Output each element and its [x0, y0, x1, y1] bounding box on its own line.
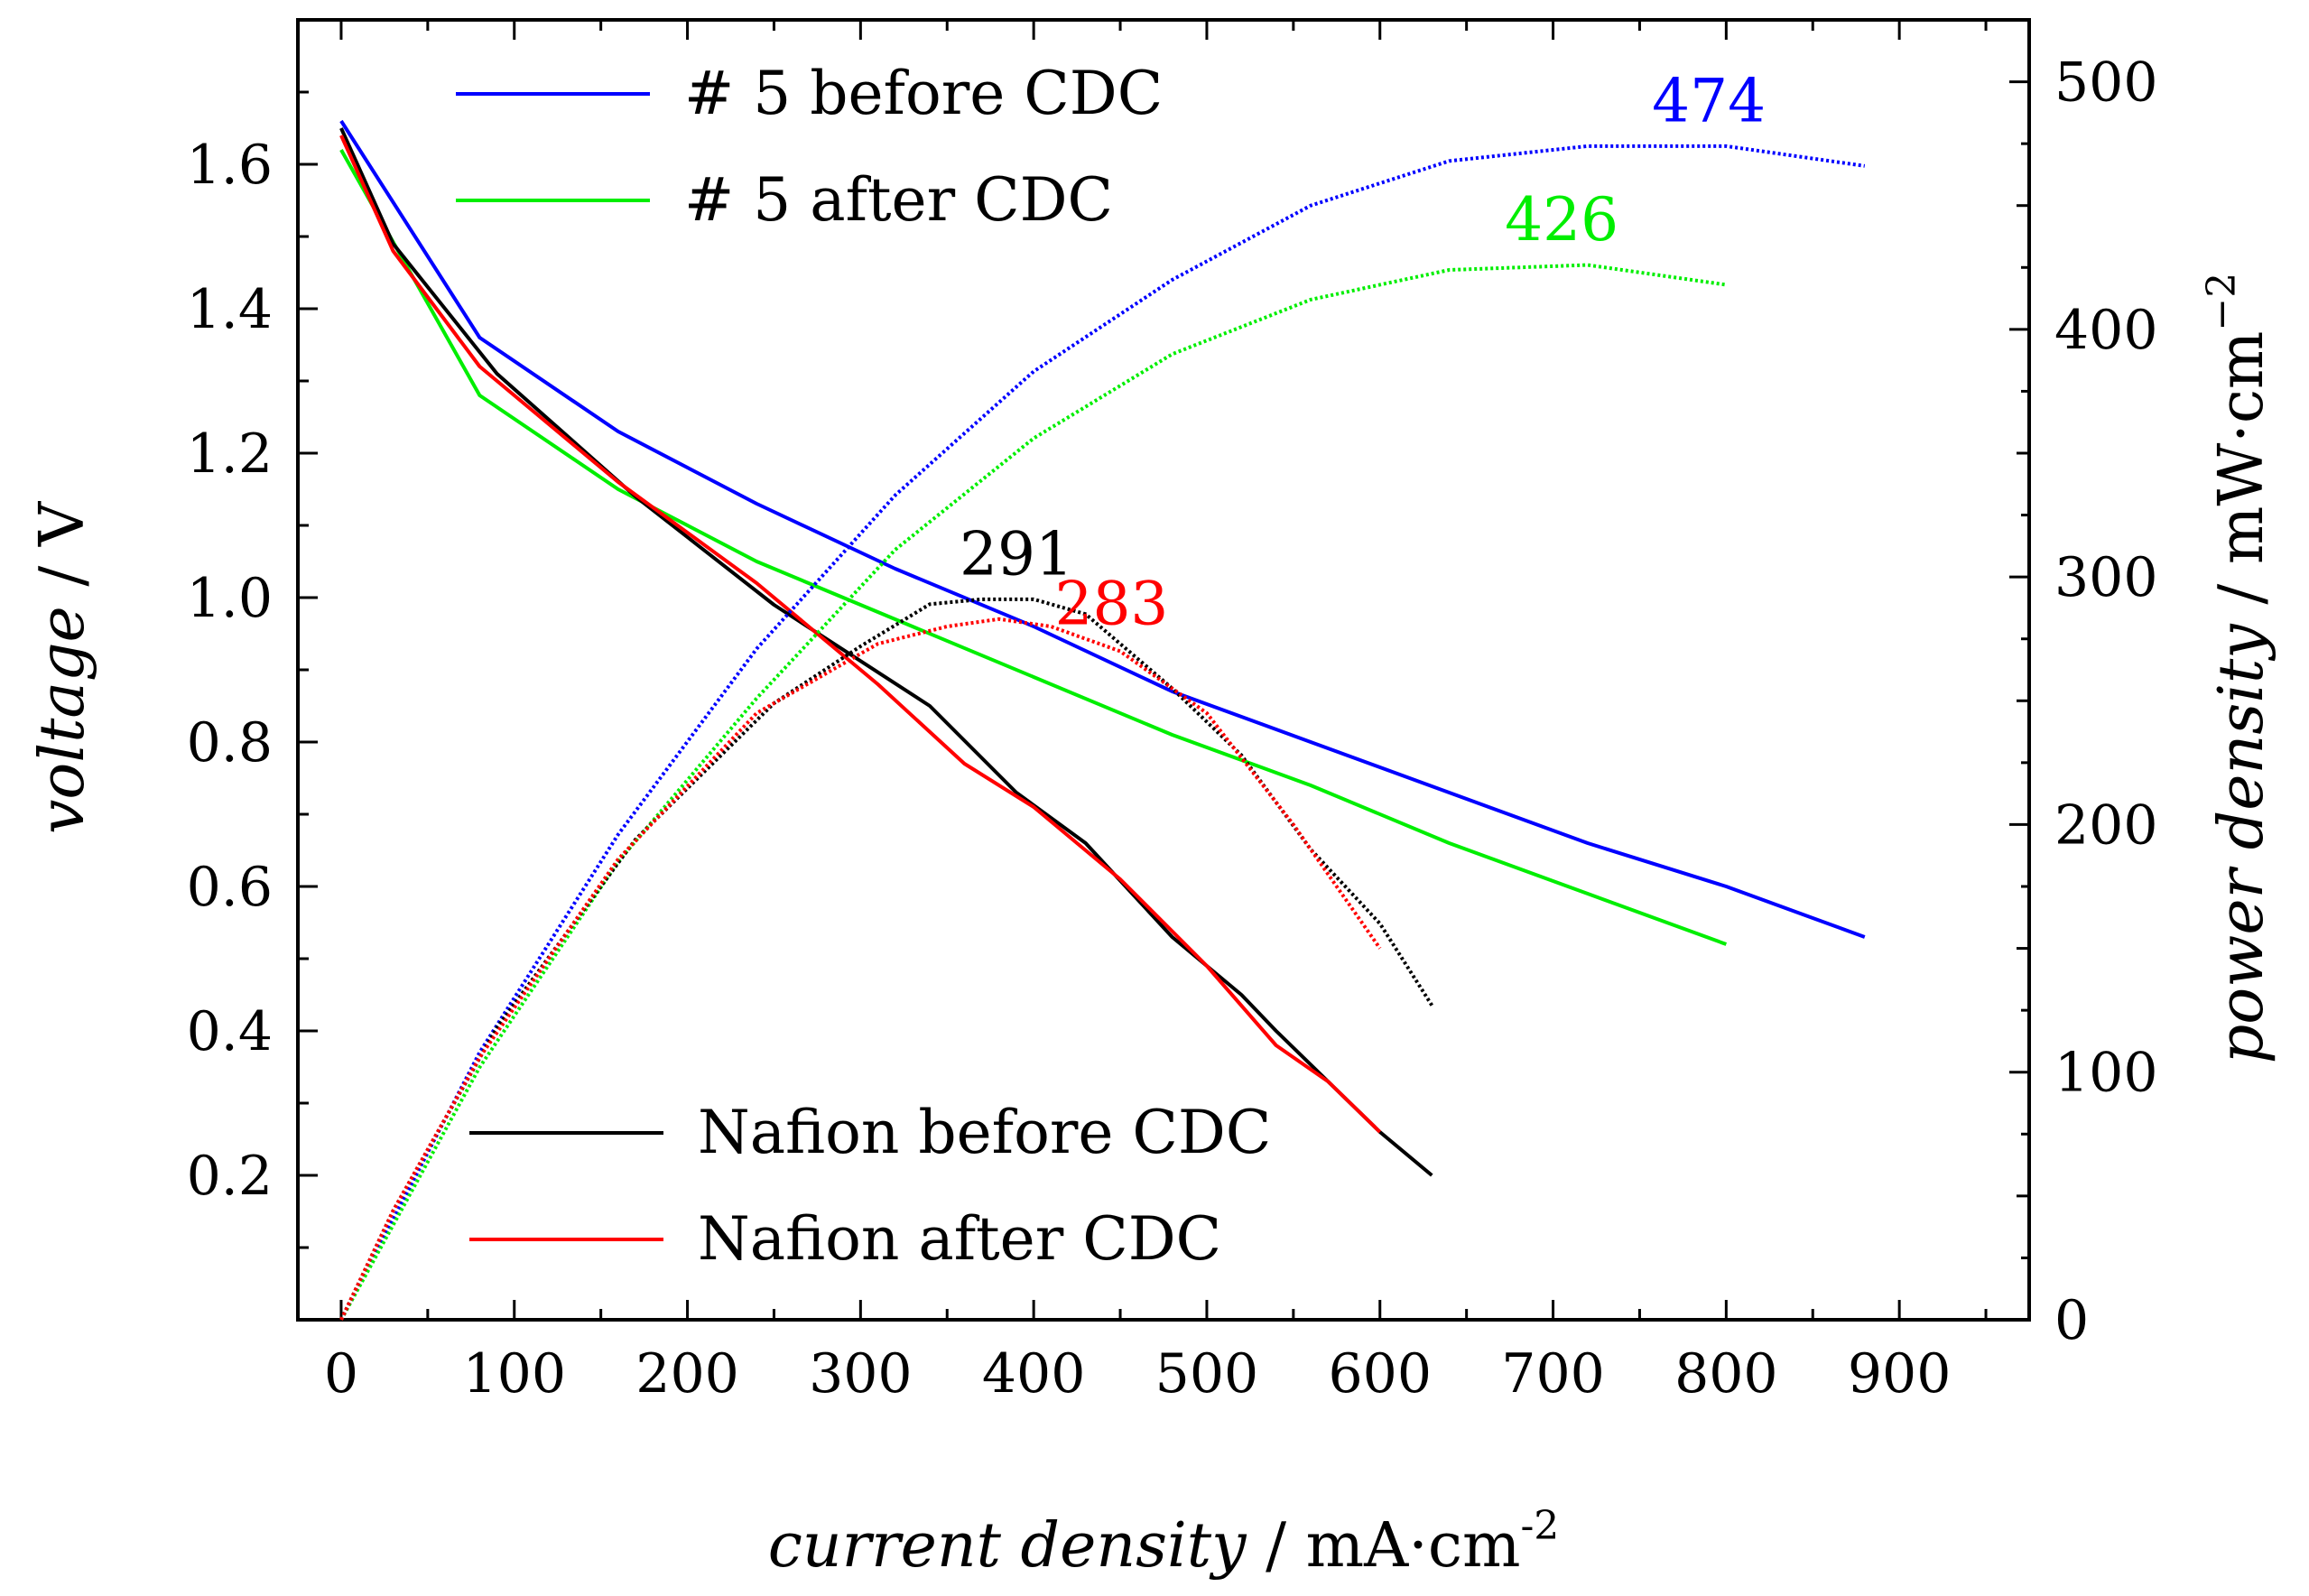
y-left-axis-ticks: 0.2 0.4 0.6 0.8 1.0 1.2 1.4 1.6: [187, 90, 318, 1249]
y-left-tick-label: 0.6: [187, 856, 273, 919]
peak-value-label: 474: [1652, 66, 1766, 135]
legend-label: Nafion after CDC: [698, 1204, 1221, 1274]
y-left-tick-label: 1.2: [187, 422, 273, 486]
x-tick-label: 200: [635, 1342, 739, 1406]
legends: # 5 before CDC # 5 after CDC Nafion before…: [456, 59, 1271, 1274]
power-density-curve: [339, 617, 1382, 1321]
y-left-axis-title-unit: / V: [27, 500, 98, 606]
y-right-axis-ticks: 0 100 200 300 400 500: [2009, 51, 2158, 1352]
x-tick-label: 800: [1674, 1342, 1778, 1406]
y-right-tick-label: 200: [2054, 793, 2158, 857]
x-axis-title-main: current density: [768, 1510, 1247, 1582]
polarization-curve: [339, 127, 1433, 1177]
y-right-axis-title-unit: / mW·cm: [2206, 331, 2277, 625]
x-axis-ticks: 0 100 200 300 400 500 600 700 800 900: [324, 20, 1988, 1406]
y-right-axis-title-main: power density: [2206, 623, 2277, 1064]
x-axis-title-exponent: -2: [1520, 1503, 1559, 1549]
peak-value-label: 283: [1054, 569, 1168, 638]
y-right-axis-title: power density / mW·cm−2: [2199, 273, 2277, 1064]
x-axis-title-unit: / mA·cm: [1247, 1510, 1521, 1582]
y-right-axis-title-exponent: −2: [2199, 273, 2245, 331]
x-tick-label: 0: [324, 1342, 358, 1406]
y-left-tick-label: 0.8: [187, 711, 273, 775]
x-tick-label: 500: [1155, 1342, 1259, 1406]
legend-label: # 5 after CDC: [684, 165, 1113, 235]
x-tick-label: 100: [462, 1342, 566, 1406]
x-tick-label: 300: [809, 1342, 913, 1406]
y-right-tick-label: 100: [2054, 1042, 2158, 1105]
y-right-tick-label: 0: [2054, 1289, 2089, 1352]
y-right-tick-label: 400: [2054, 299, 2158, 362]
peak-value-label: 426: [1505, 185, 1618, 255]
x-axis-title: current density / mA·cm-2: [768, 1503, 1560, 1582]
y-left-tick-label: 1.0: [187, 567, 273, 630]
polarization-curve: [339, 149, 1728, 946]
legend-label: Nafion before CDC: [698, 1098, 1271, 1167]
x-tick-label: 900: [1848, 1342, 1952, 1406]
series-layer: [339, 119, 1866, 1321]
y-left-tick-label: 1.6: [187, 134, 273, 197]
y-right-tick-label: 500: [2054, 51, 2158, 115]
x-tick-label: 600: [1328, 1342, 1432, 1406]
y-left-tick-label: 0.4: [187, 1000, 273, 1063]
y-left-tick-label: 0.2: [187, 1145, 273, 1208]
y-left-axis-title: voltage / V: [27, 500, 98, 834]
peak-value-label: 291: [960, 519, 1073, 589]
polarization-curve: [339, 119, 1866, 939]
x-tick-label: 700: [1501, 1342, 1605, 1406]
x-tick-label: 400: [982, 1342, 1086, 1406]
legend-label: # 5 before CDC: [684, 59, 1163, 128]
y-right-tick-label: 300: [2054, 546, 2158, 609]
y-left-tick-label: 1.4: [187, 278, 273, 341]
polarization-curve: [339, 135, 1382, 1134]
power-density-curve: [339, 144, 1866, 1321]
y-left-axis-title-main: voltage: [27, 606, 98, 834]
